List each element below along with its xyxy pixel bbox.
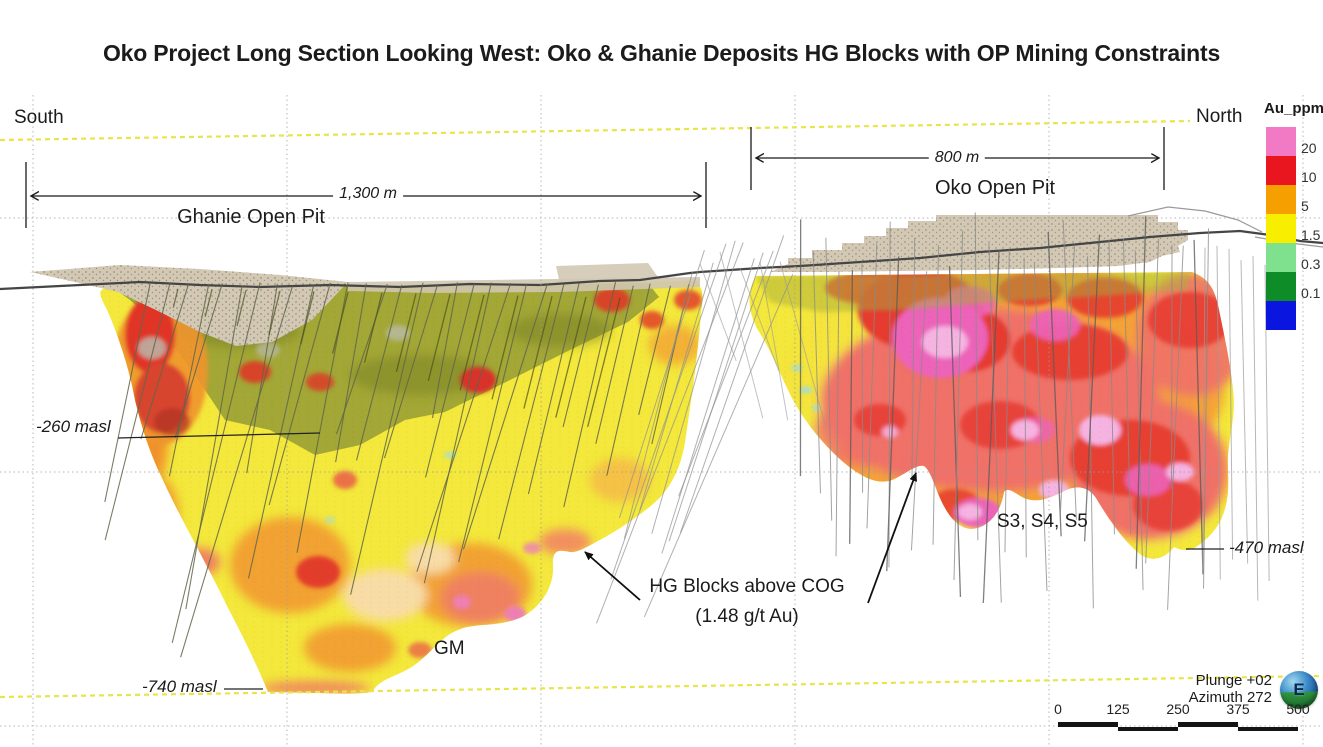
label-north: North — [1196, 106, 1243, 127]
drill-hole-traces — [104, 212, 1270, 658]
legend-swatch-5 — [1266, 185, 1296, 214]
scale-tick-125: 125 — [1106, 701, 1130, 717]
topography-line — [0, 229, 1323, 291]
plunge-label: Plunge +02 — [1195, 672, 1272, 689]
legend-swatch-min — [1266, 301, 1296, 330]
s-zones-label: S3, S4, S5 — [997, 511, 1088, 532]
label-south: South — [14, 107, 64, 128]
ghanie-pit-name: Ghanie Open Pit — [177, 206, 325, 228]
legend-label: 1.5 — [1301, 227, 1321, 243]
scale-tick-375: 375 — [1226, 701, 1250, 717]
elevation-740: -740 masl — [142, 677, 217, 696]
legend-swatch-1.5 — [1266, 214, 1296, 243]
legend-swatch-10 — [1266, 156, 1296, 185]
scale-bar: 0 125 250 375 500 — [1046, 701, 1312, 743]
legend-label: 0.3 — [1301, 256, 1321, 272]
hg-blocks-annotation-line2: (1.48 g/t Au) — [695, 606, 799, 627]
legend-label: 10 — [1301, 169, 1317, 185]
legend-swatch-20 — [1266, 127, 1296, 156]
oko-dimension-label: 800 m — [928, 149, 986, 167]
legend-swatch-0.3 — [1266, 243, 1296, 272]
scale-bar-segment — [1118, 726, 1178, 731]
scale-tick-250: 250 — [1166, 701, 1190, 717]
oko-pit-name: Oko Open Pit — [934, 177, 1056, 199]
legend-label: 20 — [1301, 140, 1317, 156]
scale-bar-segment — [1178, 722, 1238, 727]
ghanie-dimension-label: 1,300 m — [333, 185, 403, 203]
gm-label: GM — [434, 638, 465, 659]
scale-bar-segment — [1058, 722, 1118, 727]
elevation-470: -470 masl — [1229, 538, 1304, 557]
elevation-leader-lines — [117, 432, 1224, 690]
au-ppm-legend: Au_ppm 20 10 5 1.5 0.3 0.1 — [1264, 100, 1323, 330]
figure-title: Oko Project Long Section Looking West: O… — [102, 40, 1221, 66]
view-orientation-info: Plunge +02 Azimuth 272 — [1140, 672, 1272, 706]
hg-blocks-annotation-line1: HG Blocks above COG — [649, 576, 845, 597]
compass-orientation-icon: E — [1280, 671, 1318, 709]
legend-title: Au_ppm — [1264, 100, 1323, 117]
scale-tick-0: 0 — [1054, 701, 1062, 717]
elevation-260: -260 masl — [36, 417, 111, 436]
scale-tick-500: 500 — [1286, 701, 1310, 717]
hg-annotation-arrows — [584, 472, 917, 604]
legend-swatch-0.1 — [1266, 272, 1296, 301]
scale-bar-segment — [1238, 726, 1298, 731]
datum-dashed-lines — [0, 119, 1323, 699]
legend-label: 5 — [1301, 198, 1309, 214]
oko-pit-shell — [770, 215, 1188, 272]
compass-letter: E — [1293, 680, 1305, 699]
azimuth-label: Azimuth 272 — [1188, 689, 1272, 706]
legend-label: 0.1 — [1301, 285, 1321, 301]
oko-deposit-blob — [749, 272, 1234, 559]
